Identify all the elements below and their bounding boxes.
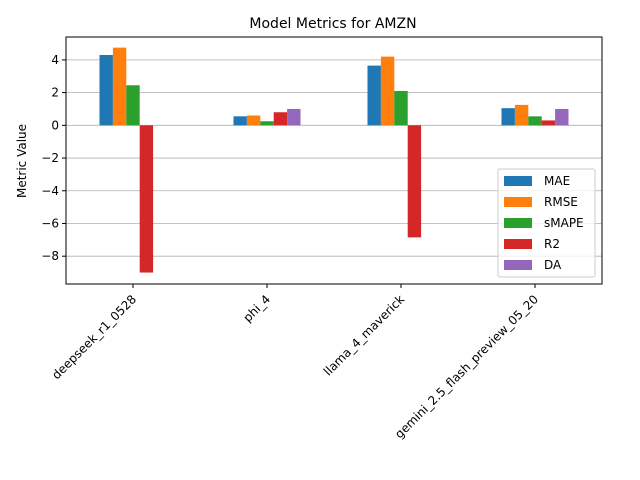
legend-swatch	[504, 176, 532, 186]
bar-smape-deepseek_r1_0528	[126, 85, 140, 126]
y-tick-label: 0	[51, 118, 59, 132]
y-axis-ticks: 4 2 0 −2 −4 −6 −8	[41, 53, 66, 263]
legend: MAE RMSE sMAPE R2 DA	[497, 168, 596, 278]
bar-r2-deepseek_r1_0528	[139, 125, 154, 273]
bar-smape-gemini_2.5_flash_preview_05_20	[528, 116, 542, 126]
bar-r2-llama_4_maverick	[407, 125, 422, 238]
bar-da-gemini_2.5_flash_preview_05_20	[555, 108, 569, 126]
bar-mae-gemini_2.5_flash_preview_05_20	[501, 108, 515, 126]
legend-label: R2	[544, 237, 560, 251]
legend-swatch	[504, 218, 532, 228]
bar-rmse-gemini_2.5_flash_preview_05_20	[514, 104, 529, 126]
plot-frame	[65, 36, 603, 285]
bar-smape-llama_4_maverick	[394, 90, 408, 126]
bar-rmse-phi_4	[246, 115, 261, 126]
y-axis-label: Metric Value	[15, 124, 29, 198]
y-tick-label: 4	[51, 53, 59, 67]
bar-r2-gemini_2.5_flash_preview_05_20	[541, 120, 556, 126]
bar-rmse-llama_4_maverick	[380, 56, 395, 126]
bar-r2-phi_4	[273, 112, 288, 126]
bars-layer	[99, 47, 569, 273]
bar-smape-phi_4	[260, 121, 274, 126]
y-tick-label: −8	[41, 249, 59, 263]
y-tick-label: −6	[41, 216, 59, 230]
y-tick-label: −2	[41, 151, 59, 165]
legend-label: sMAPE	[544, 216, 584, 230]
bar-mae-llama_4_maverick	[367, 65, 381, 126]
legend-swatch	[504, 260, 532, 270]
y-tick-label: 2	[51, 86, 59, 100]
legend-label: MAE	[544, 174, 570, 188]
bar-mae-phi_4	[233, 116, 247, 126]
legend-box	[497, 168, 596, 278]
legend-label: DA	[544, 258, 562, 272]
chart-title: Model Metrics for AMZN	[249, 16, 416, 32]
legend-label: RMSE	[544, 195, 578, 209]
bar-rmse-deepseek_r1_0528	[112, 47, 127, 126]
y-tick-label: −4	[41, 184, 59, 198]
legend-swatch	[504, 239, 532, 249]
legend-swatch	[504, 197, 532, 207]
bar-mae-deepseek_r1_0528	[99, 54, 113, 126]
bar-da-phi_4	[287, 108, 301, 126]
